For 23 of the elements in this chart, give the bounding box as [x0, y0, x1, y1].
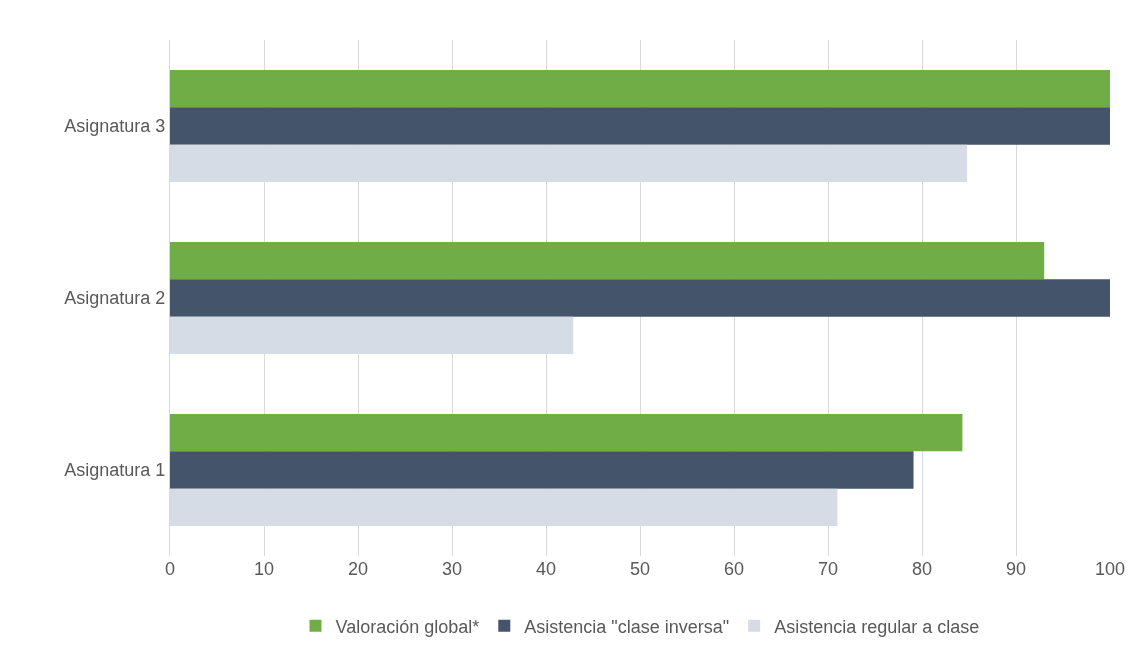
x-tick-label: 60 [723, 559, 745, 579]
x-tick-label: 80 [911, 559, 933, 579]
x-tick-label: 40 [535, 559, 557, 579]
bar [170, 107, 1110, 145]
y-tick-label: Asignatura 3 [64, 116, 166, 137]
bar [170, 279, 1110, 317]
bar [170, 242, 1045, 280]
x-tick-label: 20 [347, 559, 369, 579]
legend-label: Valoración global* [335, 616, 480, 637]
y-tick-label: Asignatura 2 [64, 288, 166, 309]
x-tick-label: 0 [164, 559, 176, 579]
x-tick-label: 90 [1005, 559, 1027, 579]
legend-label: Asistencia regular a clase [774, 616, 980, 637]
bar [170, 451, 914, 489]
x-tick-label: 10 [253, 559, 275, 579]
x-tick-label: 50 [629, 559, 651, 579]
x-tick-label: 30 [441, 559, 463, 579]
x-tick-label: 100 [1094, 559, 1126, 579]
x-tick-label: 70 [817, 559, 839, 579]
bar [170, 70, 1110, 108]
y-tick-label: Asignatura 1 [64, 460, 166, 481]
legend-label: Asistencia "clase inversa" [524, 616, 730, 637]
bar [170, 414, 963, 452]
